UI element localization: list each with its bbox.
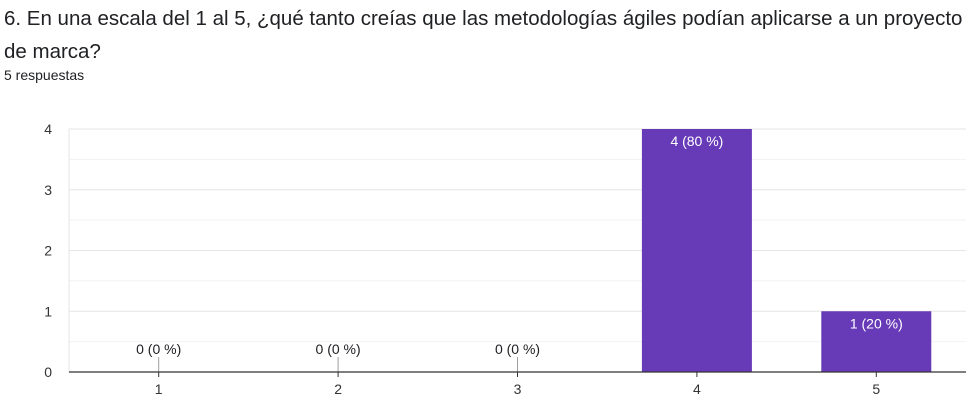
y-tick-label: 2 <box>44 243 52 259</box>
data-label-1: 0 (0 %) <box>136 341 181 357</box>
x-tick-label-2: 2 <box>334 381 342 397</box>
question-title: 6. En una escala del 1 al 5, ¿qué tanto … <box>4 7 963 63</box>
x-tick-label-3: 3 <box>514 381 522 397</box>
x-tick-label-4: 4 <box>693 381 701 397</box>
data-label-4: 4 (80 %) <box>670 133 723 149</box>
x-tick-label-1: 1 <box>155 381 163 397</box>
x-tick-label-5: 5 <box>872 381 880 397</box>
response-count: 5 respuestas <box>4 67 85 83</box>
y-tick-label: 4 <box>44 121 52 137</box>
y-tick-label: 1 <box>44 303 52 319</box>
bar-4 <box>641 129 752 372</box>
data-label-3: 0 (0 %) <box>495 341 540 357</box>
data-label-5: 1 (20 %) <box>850 315 903 331</box>
bar-5 <box>821 311 932 372</box>
y-tick-label: 3 <box>44 182 52 198</box>
data-label-2: 0 (0 %) <box>316 341 361 357</box>
y-tick-label: 0 <box>44 364 52 380</box>
